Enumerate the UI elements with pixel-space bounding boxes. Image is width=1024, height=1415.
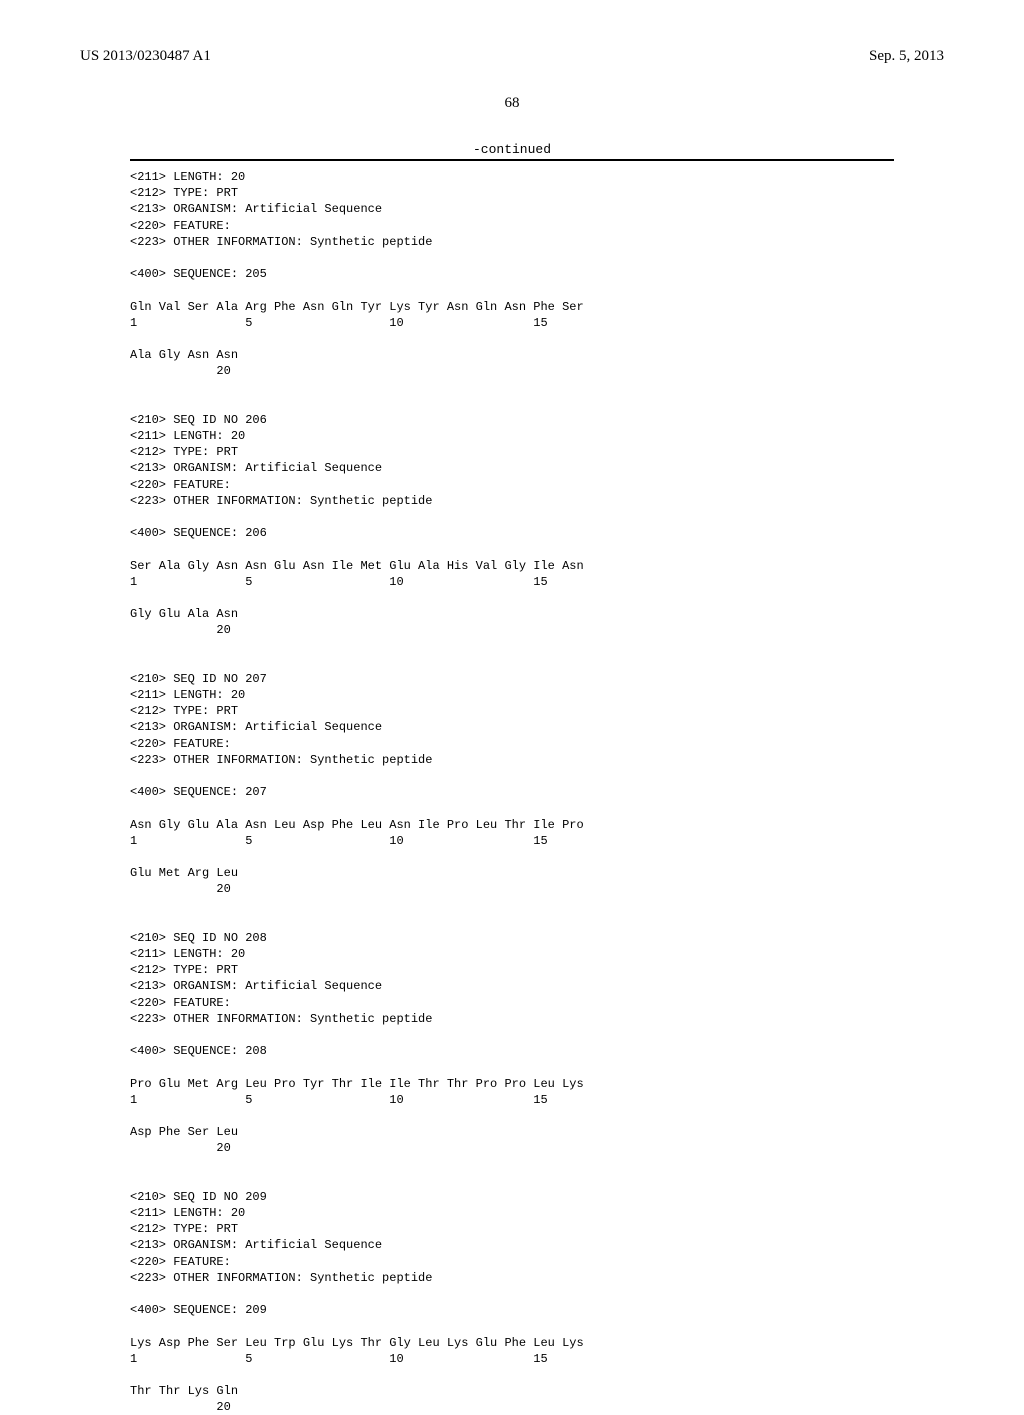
continued-label: -continued (130, 142, 894, 157)
divider (130, 159, 894, 161)
publication-number: US 2013/0230487 A1 (80, 48, 211, 65)
publication-date: Sep. 5, 2013 (869, 48, 944, 65)
page-header: US 2013/0230487 A1 Sep. 5, 2013 (0, 0, 1024, 65)
content: -continued <211> LENGTH: 20 <212> TYPE: … (0, 112, 1024, 1415)
page-number: 68 (0, 95, 1024, 112)
sequence-listing: <211> LENGTH: 20 <212> TYPE: PRT <213> O… (130, 169, 894, 1415)
